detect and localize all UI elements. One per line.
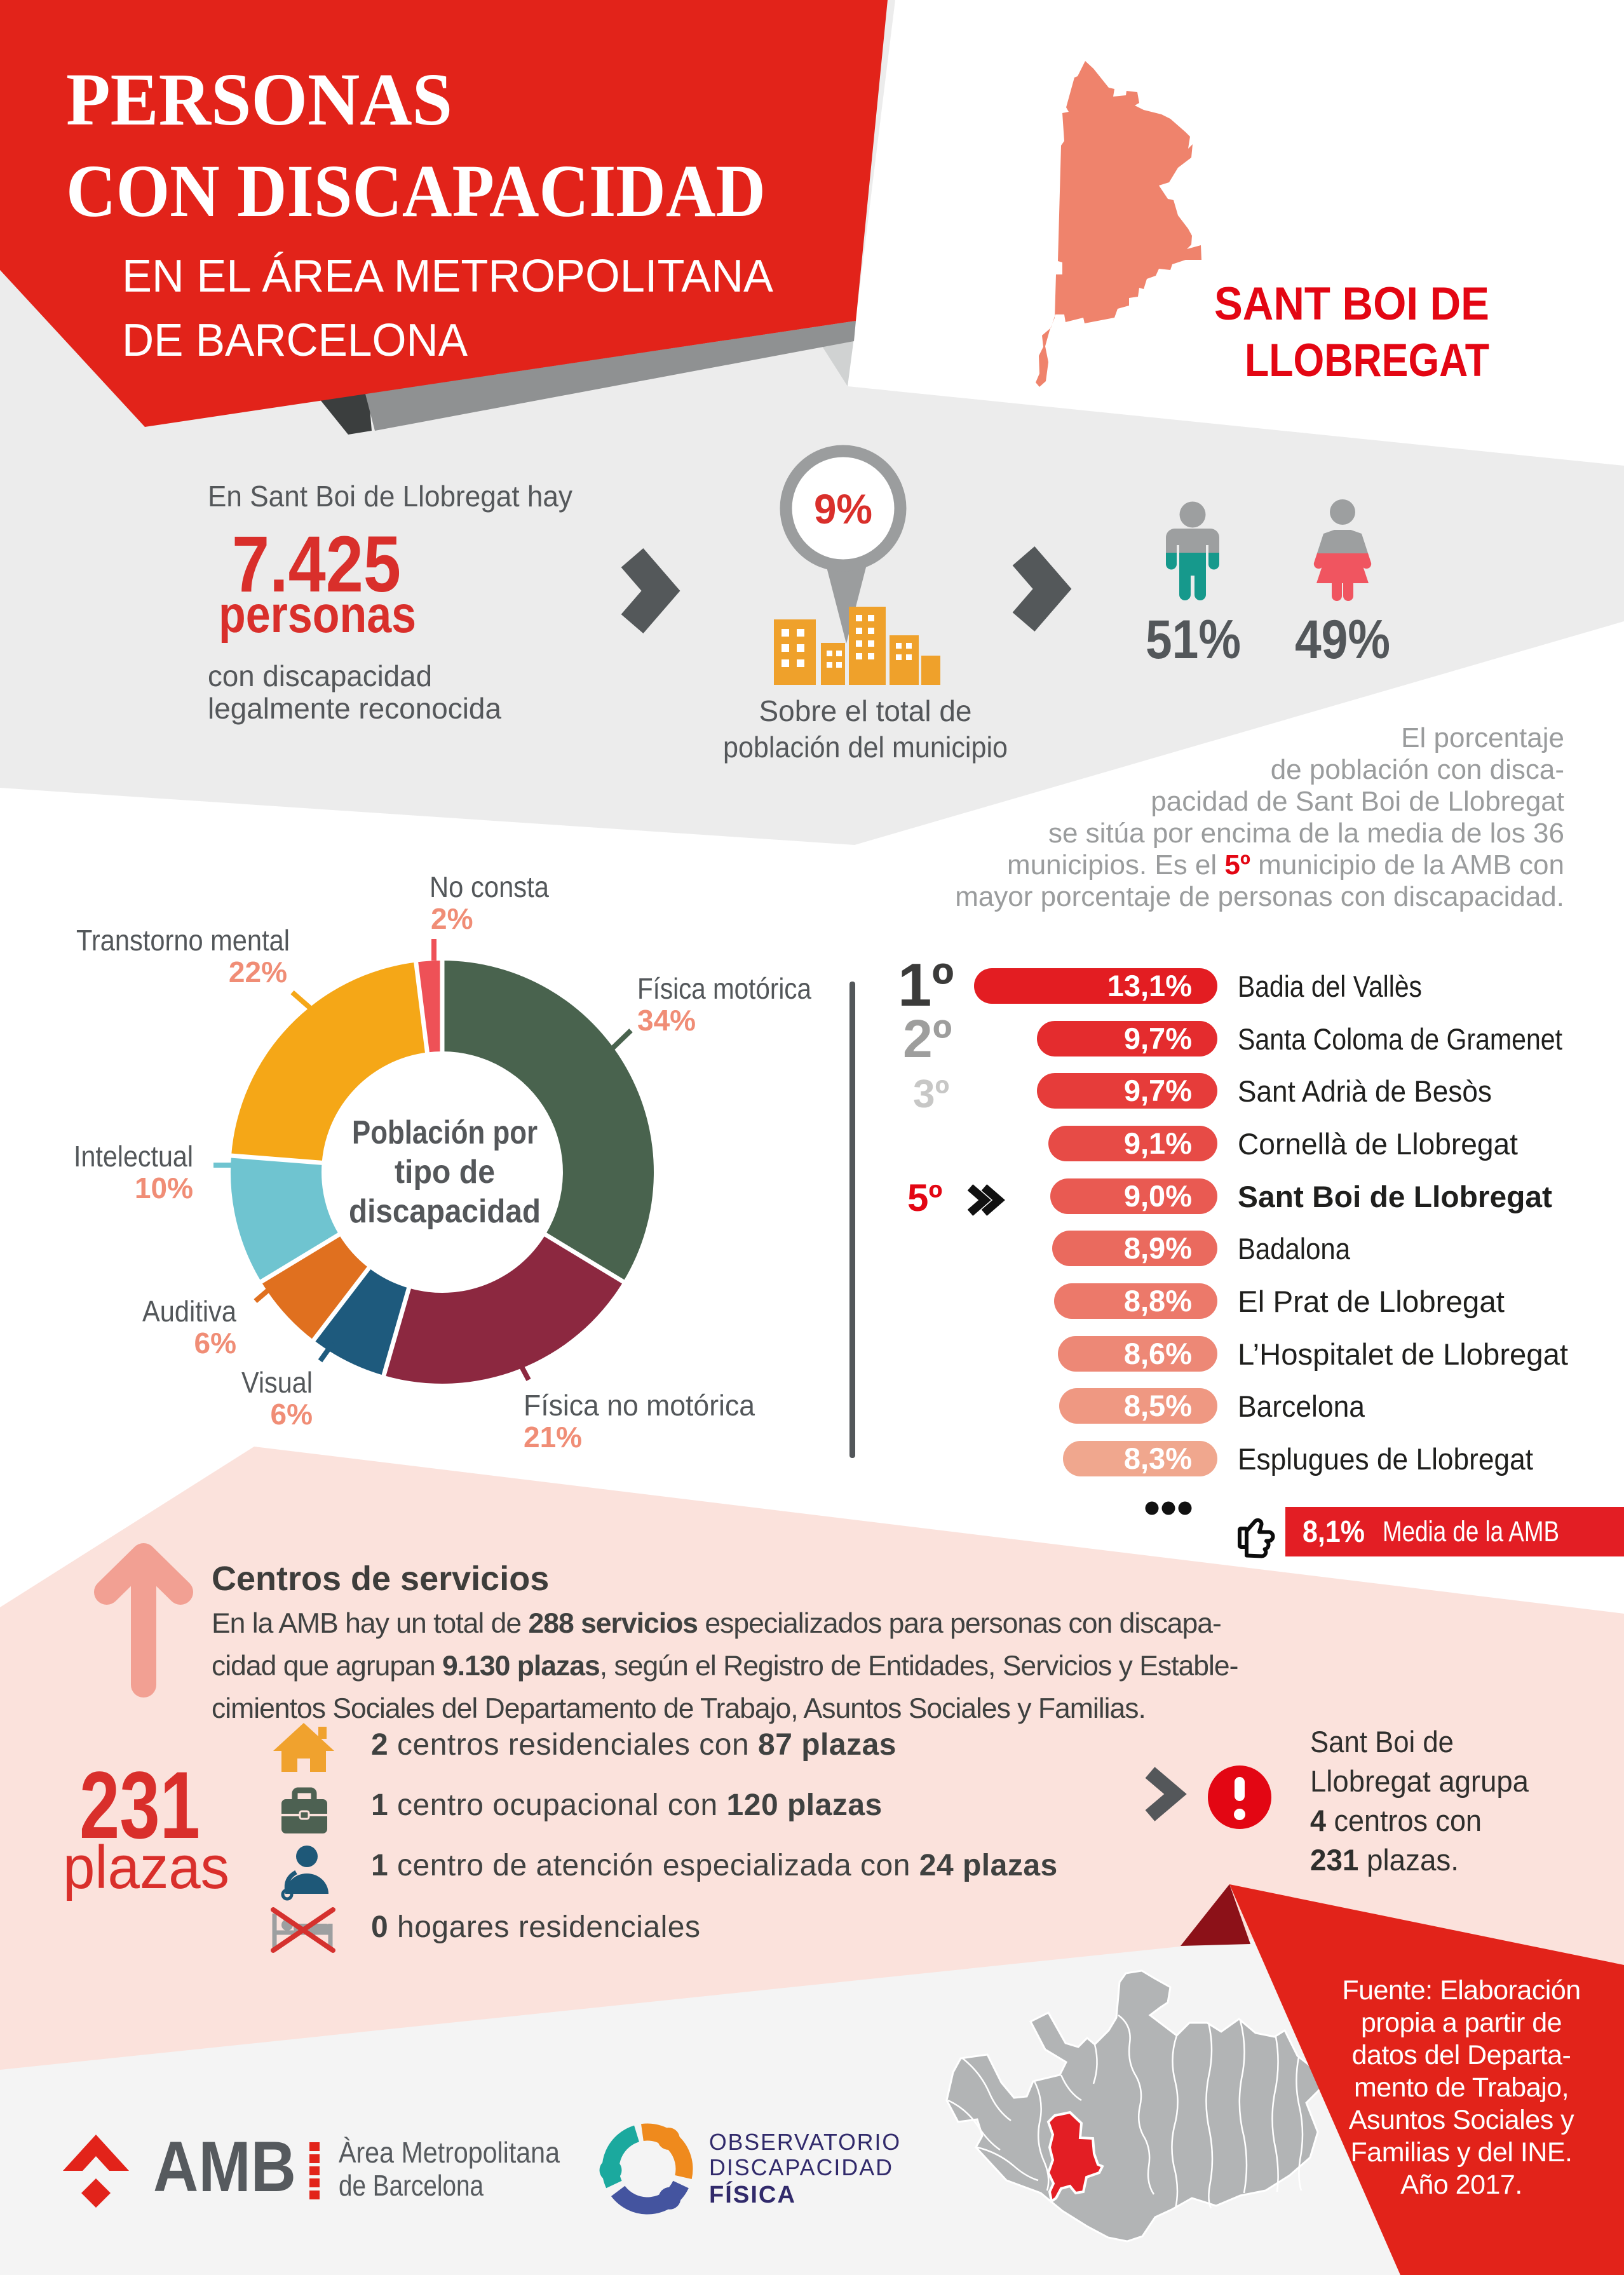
svg-text:8,8%: 8,8% xyxy=(1124,1284,1192,1318)
svg-text:Centros de servicios: Centros de servicios xyxy=(212,1560,549,1598)
svg-text:CON DISCAPACIDAD: CON DISCAPACIDAD xyxy=(66,149,766,233)
svg-text:Sant Adrià de Besòs: Sant Adrià de Besòs xyxy=(1238,1074,1492,1108)
svg-text:2%: 2% xyxy=(431,902,473,935)
svg-text:discapacidad: discapacidad xyxy=(349,1193,541,1230)
svg-text:6%: 6% xyxy=(271,1398,313,1431)
svg-text:Badia del Vallès: Badia del Vallès xyxy=(1238,969,1422,1003)
svg-text:8,6%: 8,6% xyxy=(1124,1337,1192,1370)
svg-text:7.425: 7.425 xyxy=(232,520,401,609)
svg-text:Auditiva: Auditiva xyxy=(142,1295,236,1328)
svg-text:22%: 22% xyxy=(229,955,287,989)
svg-text:2 centros residenciales con 87: 2 centros residenciales con 87 plazas xyxy=(371,1728,897,1762)
svg-text:FÍSICA: FÍSICA xyxy=(709,2180,796,2208)
svg-text:cimientos Sociales del Departa: cimientos Sociales del Departamento de T… xyxy=(212,1693,1146,1724)
svg-text:51%: 51% xyxy=(1146,609,1241,670)
svg-text:Transtorno mental: Transtorno mental xyxy=(76,924,290,957)
svg-text:1 centro ocupacional con 120 p: 1 centro ocupacional con 120 plazas xyxy=(371,1788,883,1822)
svg-text:9,7%: 9,7% xyxy=(1124,1022,1192,1055)
svg-text:DISCAPACIDAD: DISCAPACIDAD xyxy=(709,2154,893,2180)
svg-text:L’Hospitalet de Llobregat: L’Hospitalet de Llobregat xyxy=(1238,1337,1568,1371)
svg-text:9,1%: 9,1% xyxy=(1124,1126,1192,1160)
svg-text:Barcelona: Barcelona xyxy=(1238,1389,1365,1423)
svg-text:2º: 2º xyxy=(903,1009,952,1069)
svg-text:mento de Trabajo,: mento de Trabajo, xyxy=(1354,2072,1569,2103)
svg-text:legalmente reconocida: legalmente reconocida xyxy=(208,692,501,725)
svg-text:EN EL ÁREA METROPOLITANA: EN EL ÁREA METROPOLITANA xyxy=(122,251,773,302)
svg-text:8,1%: 8,1% xyxy=(1303,1515,1365,1549)
svg-text:Esplugues de Llobregat: Esplugues de Llobregat xyxy=(1238,1442,1533,1476)
svg-text:de población con disca-: de población con disca- xyxy=(1271,754,1564,785)
svg-text:49%: 49% xyxy=(1295,609,1390,670)
svg-text:4 centros con: 4 centros con xyxy=(1310,1804,1482,1837)
svg-text:PERSONAS: PERSONAS xyxy=(66,58,452,141)
svg-text:Sobre el total de: Sobre el total de xyxy=(759,694,971,727)
svg-text:pacidad de Sant Boi de Llobreg: pacidad de Sant Boi de Llobregat xyxy=(1151,786,1564,817)
svg-text:plazas: plazas xyxy=(63,1833,229,1901)
svg-text:Sant Boi de: Sant Boi de xyxy=(1310,1725,1454,1759)
svg-text:Media de la AMB: Media de la AMB xyxy=(1383,1515,1559,1548)
svg-text:Intelectual: Intelectual xyxy=(74,1140,193,1173)
svg-text:Badalona: Badalona xyxy=(1238,1232,1351,1266)
svg-text:Familias y del INE.: Familias y del INE. xyxy=(1351,2137,1573,2168)
svg-text:Año 2017.: Año 2017. xyxy=(1400,2170,1522,2200)
svg-text:Llobregat agrupa: Llobregat agrupa xyxy=(1310,1764,1529,1798)
svg-text:OBSERVATORIO: OBSERVATORIO xyxy=(709,2129,901,2155)
svg-text:El porcentaje: El porcentaje xyxy=(1401,722,1564,753)
svg-text:10%: 10% xyxy=(135,1171,193,1205)
svg-text:21%: 21% xyxy=(524,1421,582,1454)
svg-text:Sant Boi de Llobregat: Sant Boi de Llobregat xyxy=(1238,1180,1552,1213)
svg-text:población del municipio: población del municipio xyxy=(723,731,1008,764)
svg-text:Visual: Visual xyxy=(241,1366,313,1399)
svg-text:5º: 5º xyxy=(907,1177,942,1219)
svg-text:3º: 3º xyxy=(913,1072,949,1116)
svg-text:mayor porcentaje de personas c: mayor porcentaje de personas con discapa… xyxy=(955,881,1564,912)
svg-text:Física no motórica: Física no motórica xyxy=(524,1389,755,1422)
svg-text:8,9%: 8,9% xyxy=(1124,1231,1192,1265)
svg-text:SANT BOI DE: SANT BOI DE xyxy=(1214,278,1489,330)
svg-text:En Sant Boi de Llobregat hay: En Sant Boi de Llobregat hay xyxy=(208,480,572,513)
svg-text:con discapacidad: con discapacidad xyxy=(208,659,432,692)
svg-text:Física motórica: Física motórica xyxy=(637,972,811,1005)
svg-text:No consta: No consta xyxy=(430,870,549,903)
svg-text:13,1%: 13,1% xyxy=(1107,969,1192,1002)
svg-text:9,0%: 9,0% xyxy=(1124,1179,1192,1213)
svg-text:Santa Coloma de Gramenet: Santa Coloma de Gramenet xyxy=(1238,1022,1562,1056)
svg-text:34%: 34% xyxy=(637,1004,696,1037)
svg-text:personas: personas xyxy=(219,586,416,644)
svg-text:1 centro de atención especiali: 1 centro de atención especializada con 2… xyxy=(371,1849,1058,1882)
svg-text:Cornellà de Llobregat: Cornellà de Llobregat xyxy=(1238,1127,1518,1161)
svg-text:8,5%: 8,5% xyxy=(1124,1389,1192,1422)
svg-text:231: 231 xyxy=(79,1752,200,1858)
svg-text:se sitúa por encima de la medi: se sitúa por encima de la media de los 3… xyxy=(1048,818,1564,849)
svg-text:de Barcelona: de Barcelona xyxy=(339,2169,484,2202)
svg-text:datos del Departa-: datos del Departa- xyxy=(1352,2040,1571,2070)
svg-text:8,3%: 8,3% xyxy=(1124,1441,1192,1475)
svg-text:DE BARCELONA: DE BARCELONA xyxy=(122,315,468,366)
svg-text:9%: 9% xyxy=(814,485,872,532)
svg-text:6%: 6% xyxy=(194,1327,236,1360)
svg-text:Àrea Metropolitana: Àrea Metropolitana xyxy=(339,2136,560,2169)
svg-text:AMB: AMB xyxy=(153,2127,296,2206)
svg-text:El Prat de Llobregat: El Prat de Llobregat xyxy=(1238,1285,1505,1318)
svg-text:9,7%: 9,7% xyxy=(1124,1074,1192,1107)
svg-text:En la AMB hay un total de 288: En la AMB hay un total de 288 servicios … xyxy=(212,1608,1221,1639)
svg-text:cidad que agrupan 9.130 plazas: cidad que agrupan 9.130 plazas, según el… xyxy=(212,1651,1238,1682)
svg-text:Fuente: Elaboración: Fuente: Elaboración xyxy=(1342,1975,1580,2006)
svg-text:propia a partir de: propia a partir de xyxy=(1361,2008,1562,2038)
svg-text:LLOBREGAT: LLOBREGAT xyxy=(1245,335,1489,386)
svg-text:tipo de: tipo de xyxy=(395,1154,495,1191)
svg-text:Asuntos Sociales y: Asuntos Sociales y xyxy=(1349,2105,1574,2135)
svg-text:1º: 1º xyxy=(898,951,954,1019)
svg-text:231 plazas.: 231 plazas. xyxy=(1310,1843,1459,1877)
svg-text:Población por: Población por xyxy=(352,1114,538,1151)
svg-text:municipios. Es el 5º municipio: municipios. Es el 5º municipio de la AMB… xyxy=(1007,849,1564,881)
svg-text:0 hogares residenciales: 0 hogares residenciales xyxy=(371,1910,700,1944)
